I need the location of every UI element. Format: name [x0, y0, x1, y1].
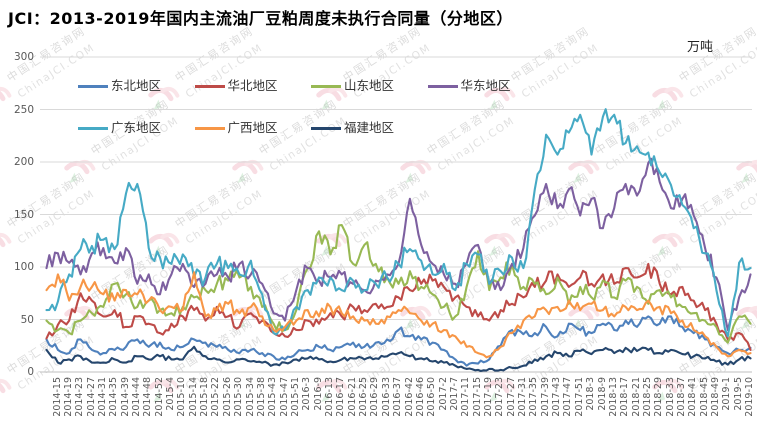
x-tick-2016-46: 2016-46 [414, 377, 426, 417]
x-tick-2014-23: 2014-23 [74, 377, 86, 417]
y-tick-300: 300 [13, 51, 34, 63]
x-tick-2017-39: 2017-39 [539, 377, 551, 417]
x-tick-2017-51: 2017-51 [573, 377, 585, 417]
x-tick-2014-52: 2014-52 [153, 377, 165, 417]
x-tick-2016-37: 2016-37 [392, 377, 404, 417]
y-tick-0: 0 [27, 366, 34, 378]
legend-swatch-东北地区 [78, 84, 108, 88]
x-tick-2018-49: 2018-49 [710, 377, 722, 417]
x-tick-2018-3: 2018-3 [585, 377, 597, 411]
x-tick-2018-41: 2018-41 [687, 377, 699, 417]
x-tick-2014-35: 2014-35 [108, 377, 120, 417]
legend-label-东北地区: 东北地区 [111, 78, 162, 93]
x-tick-2015-10: 2015-10 [176, 377, 188, 417]
legend-swatch-华北地区 [194, 84, 225, 88]
x-tick-2014-39: 2014-39 [119, 377, 131, 417]
x-tick-2019-1: 2019-1 [721, 377, 733, 411]
legend-swatch-华东地区 [427, 84, 458, 88]
x-tick-2018-13: 2018-13 [607, 377, 619, 417]
x-tick-2018-21: 2018-21 [630, 377, 642, 417]
legend-item-华东地区: 华东地区 [427, 78, 511, 93]
x-tick-2015-30: 2015-30 [233, 377, 245, 417]
x-tick-2016-21: 2016-21 [346, 377, 358, 417]
legend-item-东北地区: 东北地区 [78, 79, 161, 93]
legend-label-广西地区: 广西地区 [227, 120, 278, 135]
x-tick-2015-47: 2015-47 [278, 377, 290, 417]
x-tick-2014-27: 2014-27 [85, 377, 97, 417]
x-tick-2018-29: 2018-29 [653, 377, 665, 417]
y-axis-unit-label: 万吨 [686, 40, 713, 55]
legend-item-广东地区: 广东地区 [78, 121, 161, 135]
series-line-东北地区 [45, 315, 752, 367]
legend-swatch-福建地区 [311, 126, 341, 130]
legend-swatch-广西地区 [194, 126, 225, 130]
legend-label-华北地区: 华北地区 [227, 78, 278, 93]
x-tick-2019-5: 2019-5 [732, 377, 744, 411]
x-tick-2015-22: 2015-22 [210, 377, 222, 417]
x-tick-2015-4: 2015-4 [165, 377, 177, 411]
x-tick-2017-47: 2017-47 [562, 377, 574, 417]
x-tick-2014-15: 2014-15 [51, 377, 63, 417]
x-tick-2017-7: 2017-7 [448, 377, 460, 411]
x-tick-2017-19: 2017-19 [482, 377, 494, 417]
x-tick-2016-42: 2016-42 [403, 377, 415, 417]
x-tick-2014-19: 2014-19 [62, 377, 74, 417]
x-tick-2015-38: 2015-38 [255, 377, 267, 417]
x-tick-2017-2: 2017-2 [437, 377, 449, 411]
legend-swatch-山东地区 [311, 84, 341, 88]
series-line-广西地区 [45, 271, 752, 359]
x-tick-2014-44: 2014-44 [130, 377, 142, 417]
series-line-广东地区 [45, 108, 752, 338]
y-tick-250: 250 [13, 103, 34, 116]
x-tick-2016-29: 2016-29 [369, 377, 381, 417]
x-tick-2016-17: 2016-17 [335, 377, 347, 417]
x-tick-2015-51: 2015-51 [289, 377, 301, 417]
y-tick-150: 150 [13, 208, 34, 221]
x-tick-2016-13: 2016-13 [324, 377, 336, 417]
y-tick-50: 50 [20, 313, 34, 326]
y-tick-100: 100 [13, 261, 34, 273]
legend-swatch-广东地区 [78, 126, 108, 130]
x-tick-2017-27: 2017-27 [505, 377, 517, 417]
legend-item-福建地区: 福建地区 [311, 121, 394, 135]
x-tick-2016-9: 2016-9 [312, 377, 324, 411]
legend-label-山东地区: 山东地区 [344, 78, 395, 93]
x-tick-2014-31: 2014-31 [96, 377, 108, 417]
x-tick-2019-10: 2019-10 [744, 377, 756, 417]
x-tick-2016-33: 2016-33 [380, 377, 392, 417]
x-tick-2017-35: 2017-35 [528, 377, 540, 417]
x-tick-2015-14: 2015-14 [187, 377, 199, 417]
legend-label-广东地区: 广东地区 [111, 120, 162, 135]
x-tick-2018-25: 2018-25 [641, 377, 653, 417]
x-tick-2014-48: 2014-48 [142, 377, 154, 417]
x-tick-2017-23: 2017-23 [494, 377, 506, 417]
x-tick-2018-45: 2018-45 [698, 377, 710, 417]
legend-label-华东地区: 华东地区 [460, 78, 511, 93]
y-tick-200: 200 [13, 156, 34, 168]
x-tick-2015-18: 2015-18 [199, 377, 211, 417]
series-line-华北地区 [45, 262, 752, 351]
x-tick-2018-9: 2018-9 [596, 377, 608, 411]
x-tick-2017-11: 2017-11 [460, 377, 472, 417]
x-tick-2015-43: 2015-43 [267, 377, 279, 417]
legend-item-山东地区: 山东地区 [311, 79, 394, 93]
chart-title: JCI：2013-2019年国内主流油厂豆粕周度未执行合同量（分地区） [8, 9, 513, 28]
legend-item-华北地区: 华北地区 [194, 78, 278, 93]
legend-item-广西地区: 广西地区 [194, 120, 278, 135]
legend-label-福建地区: 福建地区 [344, 120, 395, 135]
x-tick-2016-50: 2016-50 [426, 377, 438, 417]
x-tick-2017-15: 2017-15 [471, 377, 483, 417]
x-tick-2017-43: 2017-43 [551, 377, 563, 417]
x-tick-2018-17: 2018-17 [619, 377, 631, 417]
x-tick-2016-3: 2016-3 [301, 377, 313, 411]
series-line-福建地区 [45, 345, 752, 373]
x-tick-2016-25: 2016-25 [358, 377, 370, 417]
x-tick-2017-31: 2017-31 [517, 377, 529, 417]
x-tick-2018-33: 2018-33 [664, 377, 676, 417]
x-tick-2015-26: 2015-26 [221, 377, 233, 417]
x-tick-2015-34: 2015-34 [244, 377, 256, 417]
x-tick-2018-37: 2018-37 [676, 377, 688, 417]
